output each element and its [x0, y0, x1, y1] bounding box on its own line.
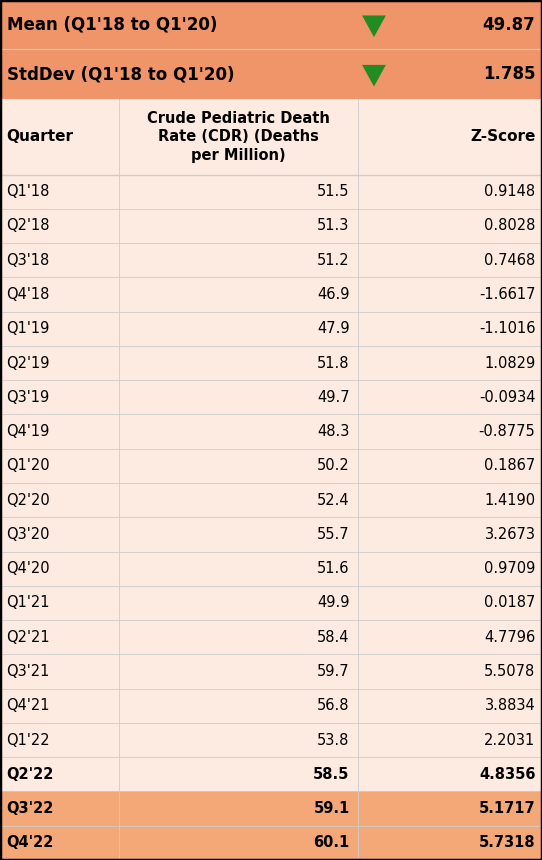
Text: 60.1: 60.1 [313, 835, 350, 851]
Text: Q4'22: Q4'22 [7, 835, 54, 851]
Text: Q1'21: Q1'21 [7, 595, 50, 611]
Text: Q2'20: Q2'20 [7, 493, 50, 507]
Text: 53.8: 53.8 [317, 733, 350, 747]
Text: Z-Score: Z-Score [470, 129, 535, 144]
Text: Q3'22: Q3'22 [7, 802, 54, 816]
Text: 3.8834: 3.8834 [485, 698, 535, 713]
Text: Q3'20: Q3'20 [7, 527, 50, 542]
Text: 46.9: 46.9 [317, 287, 350, 302]
Text: 5.5078: 5.5078 [484, 664, 535, 679]
Text: Q4'20: Q4'20 [7, 562, 50, 576]
Text: 51.2: 51.2 [317, 253, 350, 267]
Bar [0, 380, 542, 415]
Text: Q4'19: Q4'19 [7, 424, 50, 439]
Text: 5.7318: 5.7318 [479, 835, 535, 851]
Text: -0.0934: -0.0934 [479, 390, 535, 405]
Text: 5.1717: 5.1717 [479, 802, 535, 816]
Text: 51.3: 51.3 [317, 218, 350, 233]
Text: 49.87: 49.87 [483, 15, 535, 34]
Bar [0, 826, 542, 860]
Text: 47.9: 47.9 [317, 322, 350, 336]
Text: 49.7: 49.7 [317, 390, 350, 405]
Polygon shape [362, 64, 386, 87]
Text: Q4'21: Q4'21 [7, 698, 50, 713]
Text: StdDev (Q1'18 to Q1'20): StdDev (Q1'18 to Q1'20) [7, 65, 234, 83]
Bar [0, 757, 542, 791]
Text: -1.1016: -1.1016 [479, 322, 535, 336]
Text: Q1'18: Q1'18 [7, 184, 50, 200]
Bar [0, 99, 542, 175]
Text: 50.2: 50.2 [317, 458, 350, 473]
Text: 51.8: 51.8 [317, 355, 350, 371]
Text: Q3'18: Q3'18 [7, 253, 50, 267]
Text: Crude Pediatric Death
Rate (CDR) (Deaths
per Million): Crude Pediatric Death Rate (CDR) (Deaths… [147, 111, 330, 163]
Text: Q2'21: Q2'21 [7, 630, 50, 645]
Text: Q2'18: Q2'18 [7, 218, 50, 233]
Bar [0, 654, 542, 689]
Text: 51.6: 51.6 [317, 562, 350, 576]
Text: 52.4: 52.4 [317, 493, 350, 507]
Text: Q1'20: Q1'20 [7, 458, 50, 473]
Text: 58.4: 58.4 [317, 630, 350, 645]
Text: Q3'19: Q3'19 [7, 390, 50, 405]
Text: Quarter: Quarter [7, 129, 74, 144]
Text: 1.0829: 1.0829 [484, 355, 535, 371]
Bar [0, 175, 542, 209]
Text: 1.785: 1.785 [483, 65, 535, 83]
Bar [0, 551, 542, 586]
Text: Q4'18: Q4'18 [7, 287, 50, 302]
Text: 4.8356: 4.8356 [479, 767, 535, 782]
Text: Q3'21: Q3'21 [7, 664, 50, 679]
Text: 0.0187: 0.0187 [484, 595, 535, 611]
Bar [0, 278, 542, 311]
Bar [0, 209, 542, 243]
Text: Mean (Q1'18 to Q1'20): Mean (Q1'18 to Q1'20) [7, 15, 217, 34]
Text: 58.5: 58.5 [313, 767, 350, 782]
Text: 1.4190: 1.4190 [485, 493, 535, 507]
Bar [0, 0, 542, 99]
Text: 0.1867: 0.1867 [484, 458, 535, 473]
Text: -1.6617: -1.6617 [479, 287, 535, 302]
Text: 55.7: 55.7 [317, 527, 350, 542]
Text: 51.5: 51.5 [317, 184, 350, 200]
Text: 0.7468: 0.7468 [484, 253, 535, 267]
Bar [0, 620, 542, 654]
Bar [0, 449, 542, 483]
Text: 48.3: 48.3 [317, 424, 350, 439]
Text: 59.7: 59.7 [317, 664, 350, 679]
Text: 4.7796: 4.7796 [484, 630, 535, 645]
Text: 2.2031: 2.2031 [484, 733, 535, 747]
Text: 49.9: 49.9 [317, 595, 350, 611]
Bar [0, 311, 542, 346]
Text: 0.9148: 0.9148 [485, 184, 535, 200]
Bar [0, 791, 542, 826]
Bar [0, 723, 542, 757]
Text: Q2'22: Q2'22 [7, 767, 54, 782]
Text: 3.2673: 3.2673 [485, 527, 535, 542]
Text: Q1'22: Q1'22 [7, 733, 50, 747]
Text: Q2'19: Q2'19 [7, 355, 50, 371]
Bar [0, 586, 542, 620]
Text: 56.8: 56.8 [317, 698, 350, 713]
Bar [0, 243, 542, 278]
Bar [0, 483, 542, 517]
Bar [0, 415, 542, 449]
Text: -0.8775: -0.8775 [479, 424, 535, 439]
Text: 0.8028: 0.8028 [484, 218, 535, 233]
Text: 59.1: 59.1 [313, 802, 350, 816]
Bar [0, 517, 542, 551]
Bar [0, 689, 542, 723]
Text: 0.9709: 0.9709 [484, 562, 535, 576]
Text: Q1'19: Q1'19 [7, 322, 50, 336]
Bar [0, 346, 542, 380]
Polygon shape [362, 15, 386, 37]
